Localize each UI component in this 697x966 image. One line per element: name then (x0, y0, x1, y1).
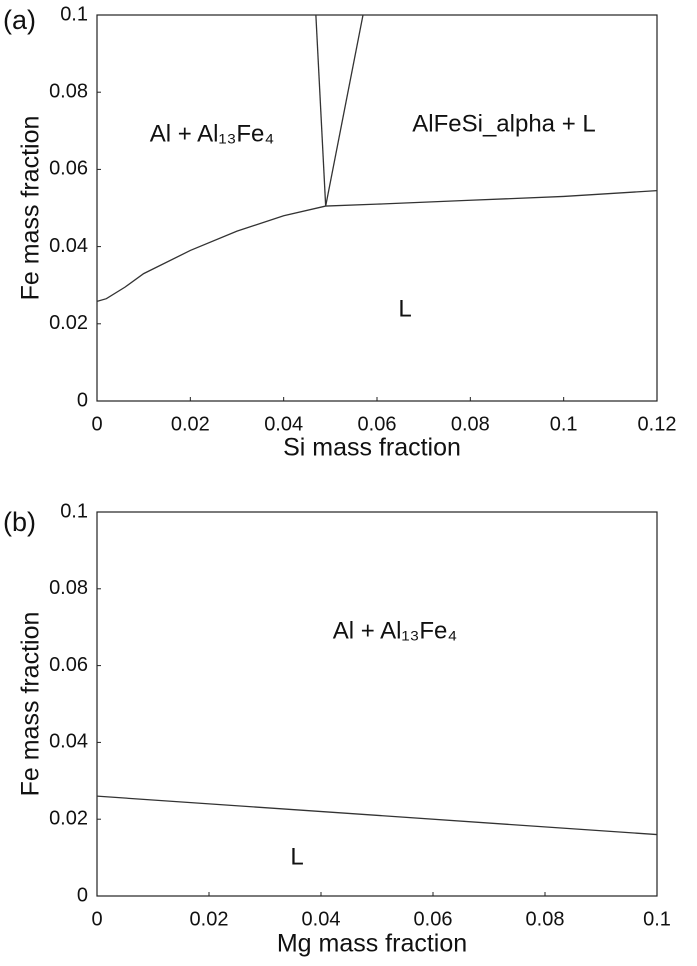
x-tick-label: 0.04 (302, 908, 341, 930)
y-tick-label: 0.04 (49, 731, 88, 753)
region-label: Al + Al₁₃Fe₄ (150, 120, 274, 147)
region-label: L (398, 295, 411, 322)
x-tick-label: 0 (91, 908, 102, 930)
y-axis-label: Fe mass fraction (17, 116, 45, 301)
x-tick-label: 0.08 (451, 413, 490, 435)
boundary-line (96, 795, 658, 836)
y-tick-label: 0.1 (60, 500, 88, 522)
boundary-line (315, 14, 327, 207)
boundary-line (96, 205, 326, 303)
x-tick-label: 0.1 (643, 908, 671, 930)
y-tick-label: 0.02 (49, 807, 88, 829)
x-tick-label: 0.08 (526, 908, 565, 930)
x-tick-label: 0.1 (550, 413, 578, 435)
y-tick-label: 0 (77, 389, 88, 411)
x-tick-label: 0.06 (414, 908, 453, 930)
y-tick-label: 0.06 (49, 654, 88, 676)
y-tick-label: 0.02 (49, 312, 88, 334)
x-tick-label: 0.12 (638, 413, 677, 435)
x-tick-label: 0.04 (264, 413, 303, 435)
x-tick-label: 0.02 (171, 413, 210, 435)
y-tick-label: 0.08 (49, 577, 88, 599)
y-axis-label: Fe mass fraction (17, 612, 45, 797)
y-tick-label: 0.04 (49, 235, 88, 257)
x-tick-label: 0.02 (190, 908, 229, 930)
panel-label: (b) (3, 507, 36, 537)
panel-label: (a) (3, 5, 36, 35)
x-axis-label: Si mass fraction (283, 434, 461, 462)
region-label: AlFeSi_alpha + L (412, 110, 595, 137)
boundary-line (325, 14, 364, 207)
x-tick-label: 0 (91, 413, 102, 435)
plot-frame (96, 14, 658, 402)
y-tick-label: 0.1 (60, 3, 88, 25)
x-axis-label: Mg mass fraction (277, 930, 467, 958)
x-tick-label: 0.06 (358, 413, 397, 435)
y-tick-label: 0.06 (49, 158, 88, 180)
y-tick-label: 0.08 (49, 80, 88, 102)
y-tick-label: 0 (77, 884, 88, 906)
plot-frame (96, 511, 658, 897)
region-label: Al + Al₁₃Fe₄ (333, 617, 457, 644)
boundary-line (325, 189, 658, 207)
region-label: L (290, 843, 303, 870)
